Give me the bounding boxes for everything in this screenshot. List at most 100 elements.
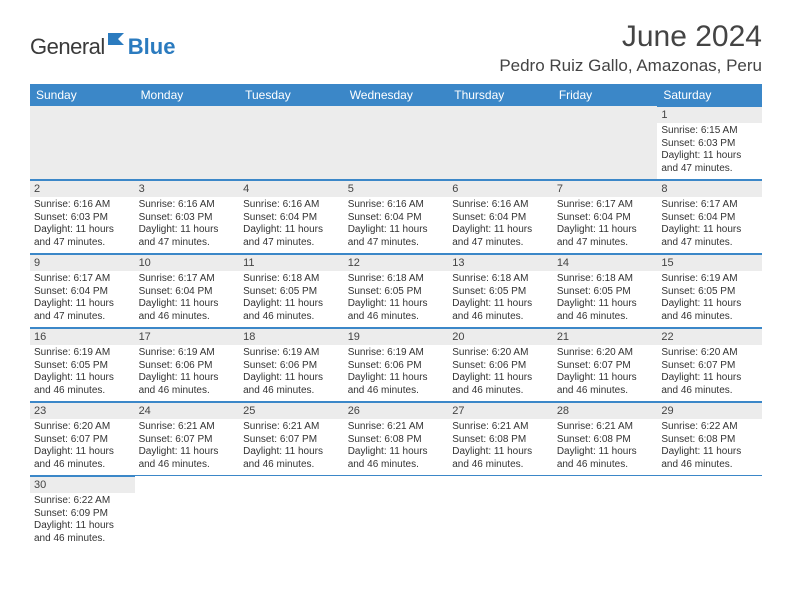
sunset-line: Sunset: 6:08 PM [348, 434, 445, 447]
calendar-cell: 14Sunrise: 6:18 AMSunset: 6:05 PMDayligh… [553, 254, 658, 328]
day-number: 25 [239, 402, 344, 419]
day-details: Sunrise: 6:16 AMSunset: 6:04 PMDaylight:… [239, 197, 344, 253]
calendar-cell [239, 476, 344, 550]
sunset-line: Sunset: 6:03 PM [661, 138, 758, 151]
sunrise-line: Sunrise: 6:20 AM [557, 347, 654, 360]
day-details: Sunrise: 6:16 AMSunset: 6:04 PMDaylight:… [448, 197, 553, 253]
calendar-cell: 2Sunrise: 6:16 AMSunset: 6:03 PMDaylight… [30, 180, 135, 254]
calendar-cell [448, 476, 553, 550]
sunrise-line: Sunrise: 6:19 AM [243, 347, 340, 360]
calendar-row: 1Sunrise: 6:15 AMSunset: 6:03 PMDaylight… [30, 106, 762, 180]
day-details: Sunrise: 6:17 AMSunset: 6:04 PMDaylight:… [135, 271, 240, 327]
day-details: Sunrise: 6:18 AMSunset: 6:05 PMDaylight:… [448, 271, 553, 327]
sunrise-line: Sunrise: 6:20 AM [452, 347, 549, 360]
calendar-cell: 28Sunrise: 6:21 AMSunset: 6:08 PMDayligh… [553, 402, 658, 476]
sunset-line: Sunset: 6:05 PM [661, 286, 758, 299]
sunset-line: Sunset: 6:07 PM [139, 434, 236, 447]
calendar-cell: 8Sunrise: 6:17 AMSunset: 6:04 PMDaylight… [657, 180, 762, 254]
page-title: June 2024 [499, 20, 762, 54]
weekday-header-row: SundayMondayTuesdayWednesdayThursdayFrid… [30, 84, 762, 106]
daylight-line: Daylight: 11 hours and 47 minutes. [243, 224, 340, 249]
daylight-line: Daylight: 11 hours and 46 minutes. [661, 446, 758, 471]
daylight-line: Daylight: 11 hours and 47 minutes. [661, 224, 758, 249]
daylight-line: Daylight: 11 hours and 47 minutes. [34, 224, 131, 249]
day-details: Sunrise: 6:21 AMSunset: 6:08 PMDaylight:… [553, 419, 658, 475]
day-number: 9 [30, 254, 135, 271]
sunset-line: Sunset: 6:05 PM [452, 286, 549, 299]
sunrise-line: Sunrise: 6:21 AM [243, 421, 340, 434]
day-details: Sunrise: 6:18 AMSunset: 6:05 PMDaylight:… [344, 271, 449, 327]
weekday-header: Friday [553, 84, 658, 106]
calendar-cell: 26Sunrise: 6:21 AMSunset: 6:08 PMDayligh… [344, 402, 449, 476]
day-details: Sunrise: 6:22 AMSunset: 6:08 PMDaylight:… [657, 419, 762, 475]
calendar-cell: 22Sunrise: 6:20 AMSunset: 6:07 PMDayligh… [657, 328, 762, 402]
calendar-cell: 16Sunrise: 6:19 AMSunset: 6:05 PMDayligh… [30, 328, 135, 402]
calendar-cell: 7Sunrise: 6:17 AMSunset: 6:04 PMDaylight… [553, 180, 658, 254]
daylight-line: Daylight: 11 hours and 46 minutes. [139, 298, 236, 323]
weekday-header: Wednesday [344, 84, 449, 106]
daylight-line: Daylight: 11 hours and 47 minutes. [139, 224, 236, 249]
sunset-line: Sunset: 6:04 PM [34, 286, 131, 299]
day-details: Sunrise: 6:19 AMSunset: 6:06 PMDaylight:… [135, 345, 240, 401]
sunset-line: Sunset: 6:04 PM [661, 212, 758, 225]
daylight-line: Daylight: 11 hours and 47 minutes. [34, 298, 131, 323]
calendar-cell: 20Sunrise: 6:20 AMSunset: 6:06 PMDayligh… [448, 328, 553, 402]
sunrise-line: Sunrise: 6:16 AM [452, 199, 549, 212]
daylight-line: Daylight: 11 hours and 46 minutes. [661, 298, 758, 323]
day-number: 26 [344, 402, 449, 419]
day-details: Sunrise: 6:20 AMSunset: 6:07 PMDaylight:… [553, 345, 658, 401]
sunset-line: Sunset: 6:03 PM [34, 212, 131, 225]
day-details: Sunrise: 6:21 AMSunset: 6:07 PMDaylight:… [239, 419, 344, 475]
calendar-cell [135, 476, 240, 550]
day-details: Sunrise: 6:20 AMSunset: 6:07 PMDaylight:… [657, 345, 762, 401]
header: General Blue June 2024 Pedro Ruiz Gallo,… [30, 20, 762, 76]
sunset-line: Sunset: 6:07 PM [661, 360, 758, 373]
calendar-cell [344, 106, 449, 180]
day-number: 15 [657, 254, 762, 271]
calendar-row: 23Sunrise: 6:20 AMSunset: 6:07 PMDayligh… [30, 402, 762, 476]
sunrise-line: Sunrise: 6:17 AM [557, 199, 654, 212]
day-details: Sunrise: 6:15 AMSunset: 6:03 PMDaylight:… [657, 123, 762, 179]
calendar-cell: 19Sunrise: 6:19 AMSunset: 6:06 PMDayligh… [344, 328, 449, 402]
daylight-line: Daylight: 11 hours and 46 minutes. [661, 372, 758, 397]
day-number: 5 [344, 180, 449, 197]
day-details: Sunrise: 6:16 AMSunset: 6:03 PMDaylight:… [30, 197, 135, 253]
day-number: 28 [553, 402, 658, 419]
sunset-line: Sunset: 6:05 PM [348, 286, 445, 299]
day-number: 17 [135, 328, 240, 345]
day-number: 27 [448, 402, 553, 419]
sunrise-line: Sunrise: 6:18 AM [557, 273, 654, 286]
day-number: 19 [344, 328, 449, 345]
calendar-cell: 23Sunrise: 6:20 AMSunset: 6:07 PMDayligh… [30, 402, 135, 476]
calendar-cell [239, 106, 344, 180]
sunset-line: Sunset: 6:03 PM [139, 212, 236, 225]
title-block: June 2024 Pedro Ruiz Gallo, Amazonas, Pe… [499, 20, 762, 76]
daylight-line: Daylight: 11 hours and 46 minutes. [557, 446, 654, 471]
weekday-header: Thursday [448, 84, 553, 106]
calendar-cell: 30Sunrise: 6:22 AMSunset: 6:09 PMDayligh… [30, 476, 135, 550]
sunrise-line: Sunrise: 6:17 AM [661, 199, 758, 212]
location-subtitle: Pedro Ruiz Gallo, Amazonas, Peru [499, 56, 762, 76]
sunset-line: Sunset: 6:07 PM [34, 434, 131, 447]
sunrise-line: Sunrise: 6:18 AM [452, 273, 549, 286]
calendar-cell [344, 476, 449, 550]
day-number: 14 [553, 254, 658, 271]
calendar-cell: 25Sunrise: 6:21 AMSunset: 6:07 PMDayligh… [239, 402, 344, 476]
sunrise-line: Sunrise: 6:15 AM [661, 125, 758, 138]
day-details: Sunrise: 6:18 AMSunset: 6:05 PMDaylight:… [553, 271, 658, 327]
calendar-cell: 6Sunrise: 6:16 AMSunset: 6:04 PMDaylight… [448, 180, 553, 254]
sunrise-line: Sunrise: 6:19 AM [34, 347, 131, 360]
daylight-line: Daylight: 11 hours and 46 minutes. [139, 372, 236, 397]
sunrise-line: Sunrise: 6:16 AM [139, 199, 236, 212]
calendar-cell [657, 476, 762, 550]
brand-logo: General Blue [30, 34, 175, 60]
day-details: Sunrise: 6:19 AMSunset: 6:05 PMDaylight:… [30, 345, 135, 401]
calendar-cell [448, 106, 553, 180]
sunset-line: Sunset: 6:04 PM [452, 212, 549, 225]
calendar-cell: 15Sunrise: 6:19 AMSunset: 6:05 PMDayligh… [657, 254, 762, 328]
sunrise-line: Sunrise: 6:19 AM [348, 347, 445, 360]
sunrise-line: Sunrise: 6:19 AM [139, 347, 236, 360]
weekday-header: Sunday [30, 84, 135, 106]
calendar-cell: 11Sunrise: 6:18 AMSunset: 6:05 PMDayligh… [239, 254, 344, 328]
sunrise-line: Sunrise: 6:20 AM [34, 421, 131, 434]
